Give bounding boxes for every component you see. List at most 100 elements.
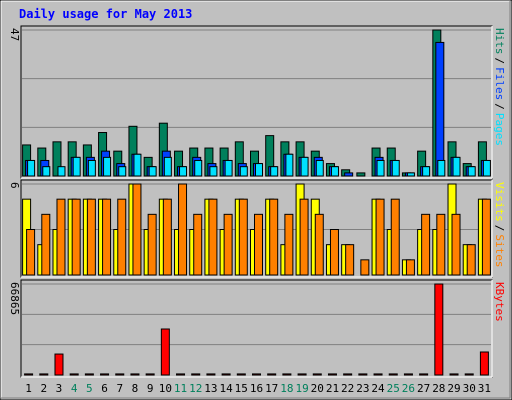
bar	[464, 373, 474, 376]
legend-entry: Files	[493, 67, 506, 100]
bar	[299, 198, 309, 276]
legend-entry: Visits	[493, 182, 506, 222]
bar	[315, 159, 324, 177]
x-tick-label: 1	[25, 382, 32, 395]
bar	[52, 141, 62, 177]
y-tick-label: 66865	[8, 282, 21, 315]
x-tick-label: 26	[402, 382, 415, 395]
legend-entry: Hits	[493, 28, 506, 55]
x-tick-label: 11	[174, 382, 187, 395]
x-tick-label: 19	[295, 382, 308, 395]
x-tick-label: 23	[356, 382, 369, 395]
x-tick-label: 29	[447, 382, 460, 395]
bar	[391, 159, 400, 177]
x-tick-label: 9	[147, 382, 154, 395]
bar	[208, 198, 218, 276]
bar	[130, 373, 140, 376]
bar	[100, 373, 110, 376]
bar	[285, 153, 294, 177]
bar	[115, 373, 125, 376]
bar	[437, 159, 446, 177]
bar	[206, 373, 216, 376]
bar	[179, 166, 188, 177]
x-tick-label: 20	[311, 382, 324, 395]
bar	[466, 244, 476, 276]
x-tick-label: 17	[265, 382, 278, 395]
bar	[344, 172, 354, 177]
x-tick-label: 8	[132, 382, 139, 395]
bar	[84, 373, 94, 376]
bar	[434, 283, 444, 376]
x-tick-label: 14	[219, 382, 233, 395]
bar	[103, 156, 112, 177]
x-tick-label: 27	[417, 382, 430, 395]
x-tick-label: 2	[40, 382, 47, 395]
bar	[360, 259, 370, 276]
bar	[356, 172, 366, 177]
bar	[284, 213, 294, 276]
bar	[148, 166, 157, 177]
bar	[102, 198, 112, 276]
bar	[343, 373, 353, 376]
bar	[239, 166, 248, 177]
bar	[388, 373, 398, 376]
bar	[255, 163, 263, 177]
x-tick-label: 3	[56, 382, 63, 395]
bar	[42, 166, 51, 177]
bar	[373, 373, 383, 376]
bar	[71, 198, 81, 276]
x-tick-label: 21	[326, 382, 339, 395]
chart-title: Daily usage for May 2013	[19, 7, 192, 21]
bar	[145, 373, 155, 376]
legend: Hits / Files / Pages	[493, 28, 506, 146]
x-tick-label: 13	[204, 382, 217, 395]
bar	[191, 373, 201, 376]
bar	[479, 351, 489, 376]
bar	[345, 244, 355, 276]
bar	[449, 373, 459, 376]
bar	[27, 159, 36, 177]
bar	[160, 328, 170, 376]
bar	[133, 153, 142, 177]
bar	[312, 373, 322, 376]
bar	[375, 198, 385, 276]
bar	[87, 159, 96, 177]
bar	[467, 166, 476, 177]
legend-separator: /	[493, 225, 506, 232]
bar	[193, 213, 203, 276]
x-tick-label: 18	[280, 382, 293, 395]
bar	[452, 156, 461, 177]
bar	[57, 166, 66, 177]
bar	[223, 213, 233, 276]
bar	[300, 156, 309, 177]
bar	[163, 156, 172, 177]
legend-separator: /	[493, 58, 506, 65]
x-tick-label: 16	[250, 382, 263, 395]
bar	[72, 156, 81, 177]
bar	[419, 373, 429, 376]
bar	[209, 166, 218, 177]
x-tick-label: 22	[341, 382, 354, 395]
bar	[117, 198, 127, 276]
bar	[481, 198, 491, 276]
panel	[20, 279, 493, 378]
bar	[41, 213, 51, 276]
bar	[39, 373, 49, 376]
bar	[118, 166, 127, 177]
bar	[269, 198, 279, 276]
legend-separator: /	[493, 103, 506, 110]
bar	[267, 373, 277, 376]
bar	[482, 159, 491, 177]
bar	[252, 373, 261, 376]
bar	[238, 198, 248, 276]
bar	[330, 166, 339, 177]
bar	[162, 198, 172, 276]
bar	[327, 373, 337, 376]
bar	[56, 198, 66, 276]
bar	[224, 159, 233, 177]
x-tick-label: 10	[159, 382, 172, 395]
legend-entry: KBytes	[493, 282, 506, 322]
x-tick-label: 24	[371, 382, 385, 395]
